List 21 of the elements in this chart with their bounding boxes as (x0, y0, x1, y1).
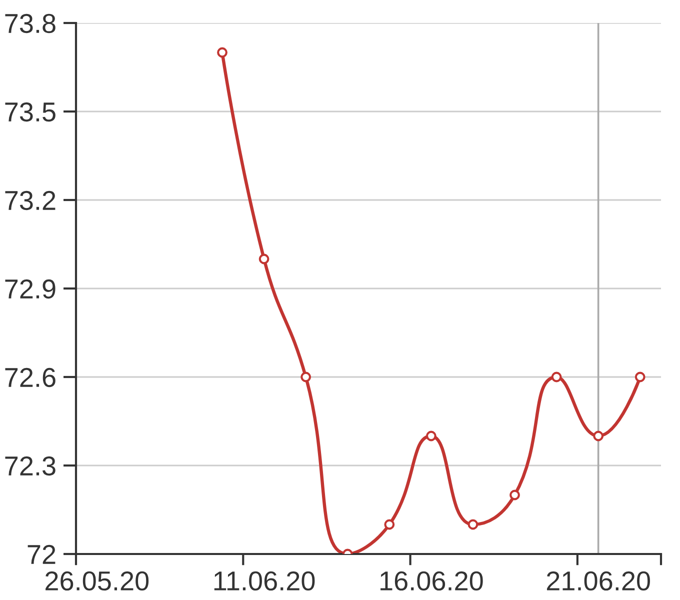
y-tick-label: 73.2 (5, 190, 56, 210)
point (468, 519, 478, 530)
x-tick-label: 21.06.20 (546, 571, 650, 591)
y-tick-label: 72 (28, 544, 56, 564)
point (384, 519, 395, 530)
y-tick-label: 73.5 (5, 102, 56, 122)
y-tick-label: 72.3 (5, 456, 56, 476)
point (634, 372, 646, 382)
y-tick-label: 72.6 (5, 368, 56, 388)
point (217, 47, 228, 58)
x-tick-label: 26.05.20 (46, 571, 149, 591)
x-tick-label: 16.06.20 (380, 571, 483, 591)
point (593, 430, 604, 442)
point (551, 372, 562, 382)
point (510, 490, 520, 500)
point (258, 254, 270, 264)
y-tick-label: 73.8 (5, 14, 56, 34)
point (426, 430, 436, 442)
x-tick-label: 11.06.20 (214, 571, 315, 591)
y-tick-label: 72.9 (5, 279, 56, 299)
point (300, 372, 312, 382)
